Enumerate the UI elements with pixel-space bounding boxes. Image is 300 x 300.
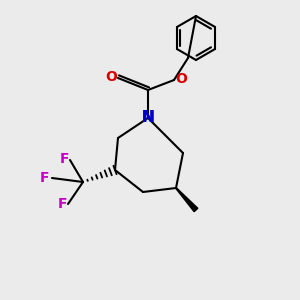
Text: F: F [58, 197, 67, 211]
Text: N: N [142, 110, 154, 125]
Text: F: F [40, 171, 49, 185]
Text: F: F [59, 152, 69, 166]
Text: N: N [142, 110, 154, 125]
Text: O: O [105, 70, 117, 84]
Text: O: O [175, 72, 187, 86]
Polygon shape [176, 188, 198, 212]
Text: N: N [142, 110, 154, 125]
Text: N: N [142, 110, 154, 125]
